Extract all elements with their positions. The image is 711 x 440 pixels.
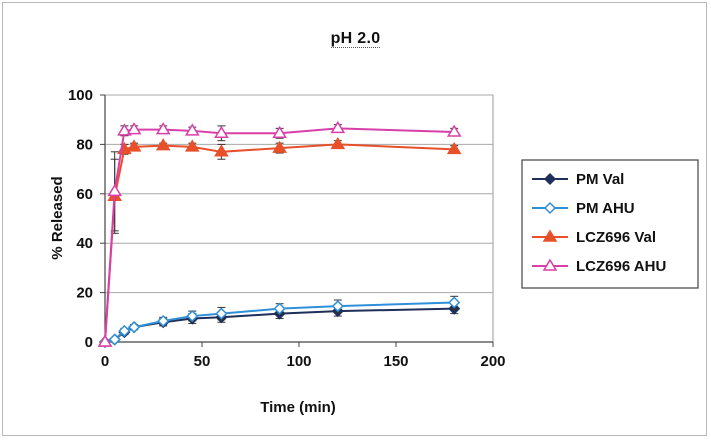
x-tick-label-200: 200: [480, 353, 505, 370]
data-point-lcz696-val-9: [446, 141, 462, 155]
data-point-lcz696-ahu-5: [184, 123, 200, 136]
x-axis-label: Time (min): [260, 399, 336, 416]
data-point-lcz696-ahu-2: [117, 123, 132, 136]
plot-background: [104, 94, 494, 343]
series-pm-ahu: [98, 295, 461, 349]
y-axis-label: % Released: [49, 176, 66, 259]
y-tick-label-80: 80: [76, 136, 93, 153]
y-tick-label-20: 20: [76, 285, 93, 302]
x-tick-label-150: 150: [383, 353, 408, 370]
y-tick-label-40: 40: [76, 235, 93, 252]
series-line-lcz696-val: [104, 143, 455, 343]
data-point-pm-ahu-1: [108, 333, 121, 346]
data-point-pm-ahu-3: [128, 321, 141, 334]
data-point-lcz696-ahu-7: [272, 125, 287, 139]
data-point-lcz696-ahu-0: [97, 334, 113, 347]
data-point-lcz696-val-6: [214, 144, 229, 157]
x-tick-label-0: 0: [101, 353, 109, 370]
y-tick-label-100: 100: [68, 87, 93, 104]
x-tick-label-100: 100: [286, 353, 311, 370]
data-point-lcz696-ahu-3: [126, 122, 142, 135]
x-tick-label-50: 50: [194, 353, 211, 370]
data-point-pm-ahu-6: [215, 307, 228, 320]
legend-marker-pm-ahu: [543, 201, 557, 215]
legend-label-pm-val: PM Val: [576, 171, 624, 188]
data-point-pm-ahu-8: [331, 300, 344, 313]
legend-marker-pm-val: [543, 172, 557, 186]
legend-marker-lcz696-val: [542, 229, 558, 242]
legend-label-pm-ahu: PM AHU: [576, 200, 635, 217]
data-point-lcz696-val-3: [126, 139, 142, 152]
legend-label-lcz696-ahu: LCZ696 AHU: [576, 258, 666, 275]
data-point-lcz696-ahu-4: [155, 122, 171, 135]
data-point-lcz696-val-7: [272, 140, 287, 153]
chart-title-wrap: pH 2.0: [0, 30, 711, 48]
data-point-lcz696-ahu-6: [214, 125, 229, 139]
data-point-lcz696-ahu-1: [107, 183, 123, 197]
data-point-pm-ahu-2: [118, 324, 131, 337]
series-line-pm-ahu: [104, 301, 455, 343]
data-point-pm-ahu-7: [273, 302, 286, 315]
data-point-lcz696-val-5: [184, 139, 200, 152]
data-point-pm-ahu-4: [157, 314, 170, 328]
data-point-lcz696-ahu-9: [446, 124, 462, 137]
series-line-lcz696-ahu: [104, 127, 455, 343]
data-point-pm-ahu-9: [448, 296, 461, 309]
legend-marker-lcz696-ahu: [542, 258, 558, 271]
chart-title: pH 2.0: [330, 30, 381, 48]
series-lcz696-ahu: [97, 120, 462, 347]
data-point-pm-ahu-5: [186, 310, 199, 323]
y-tick-label-0: 0: [85, 334, 93, 351]
data-point-lcz696-val-4: [155, 138, 171, 151]
data-point-lcz696-ahu-8: [330, 120, 346, 134]
data-point-lcz696-val-8: [330, 136, 346, 150]
legend: PM Val PM AHU LCZ696 Val LCZ696 AHU: [521, 159, 699, 289]
plot-area: 0 20 40 60 80 100 0 50 100 150 200: [68, 87, 506, 370]
y-tick-label-60: 60: [76, 186, 93, 203]
legend-label-lcz696-val: LCZ696 Val: [576, 229, 656, 246]
